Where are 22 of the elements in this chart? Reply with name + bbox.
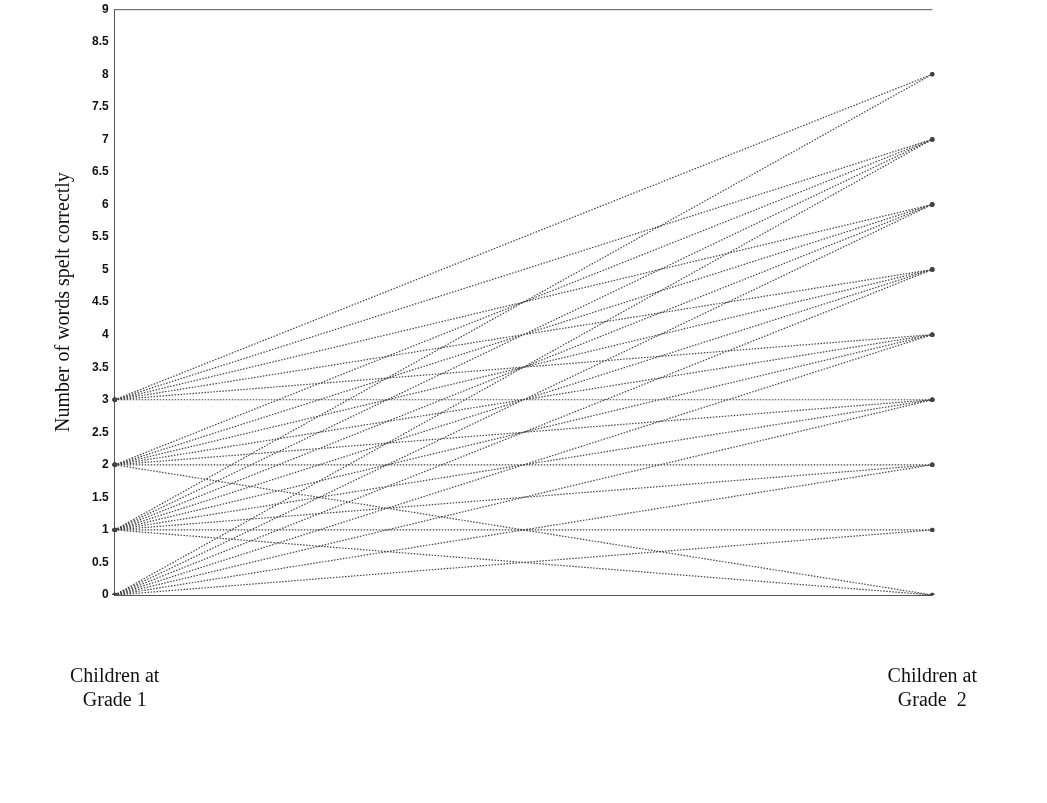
y-tick-label: 7.5 [92, 99, 110, 114]
y-tick-label: 3 [102, 392, 110, 407]
y-tick-label: 0.5 [92, 554, 110, 569]
y-tick-label: 6 [102, 196, 110, 211]
y-tick-label: 8.5 [92, 34, 110, 49]
x-tick-label: Children at Grade 1 [69, 664, 160, 711]
y-tick-label: 9 [102, 1, 110, 16]
y-tick-label: 7 [102, 131, 110, 146]
y-tick-label: 6.5 [92, 164, 110, 179]
x-tick-label: Children at Grade 2 [887, 664, 978, 711]
y-tick-label: 4 [102, 326, 110, 341]
y-tick-label: 5.5 [92, 229, 110, 244]
y-tick-label: 2.5 [92, 424, 110, 439]
y-tick-label: 1 [102, 522, 110, 537]
y-tick-label: 8 [102, 66, 110, 81]
y-tick-label: 1.5 [92, 489, 110, 504]
y-axis-title: Number of words spelt correctly [51, 172, 75, 433]
y-tick-label: 0 [102, 587, 110, 602]
y-tick-label: 3.5 [92, 359, 110, 374]
y-tick-label: 4.5 [92, 294, 110, 309]
y-tick-label: 2 [102, 457, 110, 472]
y-tick-label: 5 [102, 261, 110, 276]
